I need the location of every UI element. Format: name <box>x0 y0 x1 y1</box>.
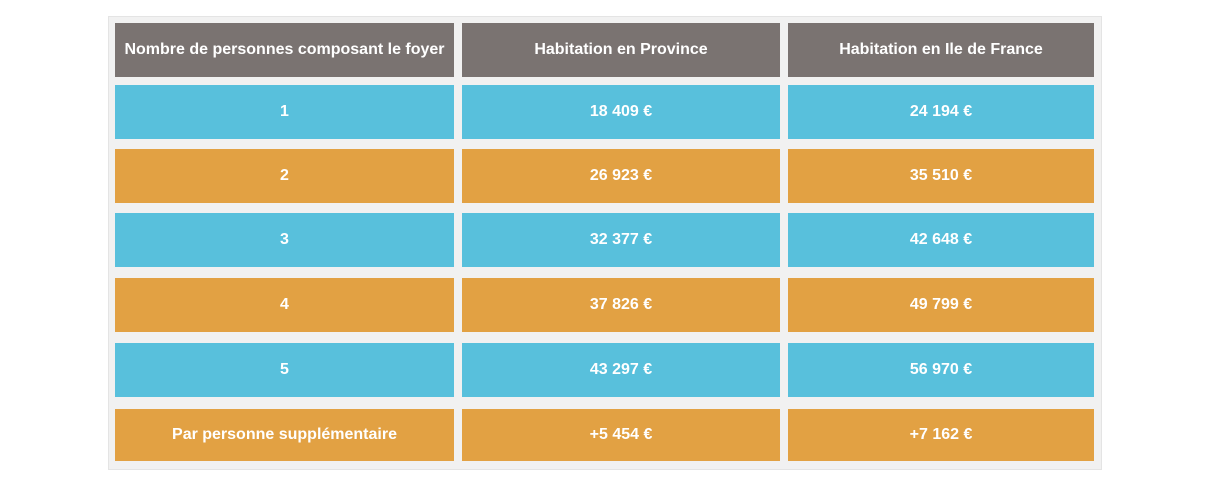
table-cell-province: 37 826 € <box>462 278 780 332</box>
header-ile-de-france: Habitation en Ile de France <box>788 23 1094 77</box>
table-cell-ile-de-france: 24 194 € <box>788 85 1094 139</box>
table-cell-ile-de-france: 42 648 € <box>788 213 1094 267</box>
table-cell-province: 26 923 € <box>462 149 780 203</box>
table-cell-household-size: 1 <box>115 85 454 139</box>
table-cell-household-size: 2 <box>115 149 454 203</box>
table-cell-province: 43 297 € <box>462 343 780 397</box>
table-cell-ile-de-france: 35 510 € <box>788 149 1094 203</box>
table-cell-province: 18 409 € <box>462 85 780 139</box>
table-cell-ile-de-france: 56 970 € <box>788 343 1094 397</box>
table-cell-household-size: Par personne supplémentaire <box>115 409 454 461</box>
table-cell-ile-de-france: +7 162 € <box>788 409 1094 461</box>
table-cell-province: 32 377 € <box>462 213 780 267</box>
table-cell-ile-de-france: 49 799 € <box>788 278 1094 332</box>
table-cell-household-size: 3 <box>115 213 454 267</box>
table-cell-province: +5 454 € <box>462 409 780 461</box>
table-cell-household-size: 4 <box>115 278 454 332</box>
header-province: Habitation en Province <box>462 23 780 77</box>
table-cell-household-size: 5 <box>115 343 454 397</box>
header-household-size: Nombre de personnes composant le foyer <box>115 23 454 77</box>
